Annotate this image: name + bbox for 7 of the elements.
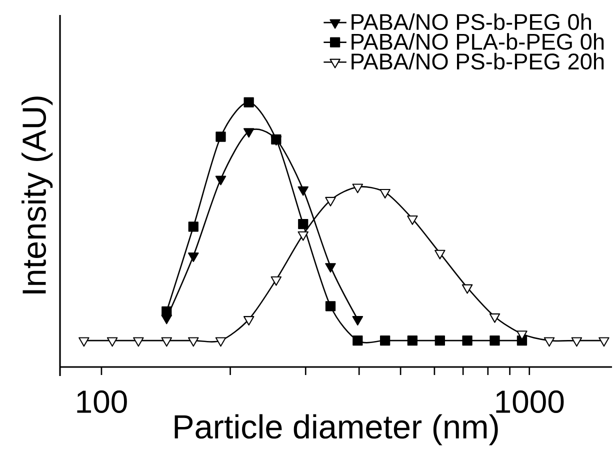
x-tick-label: 100 xyxy=(77,390,127,414)
x-tick-label: 1000 xyxy=(496,390,564,414)
x-axis-title: Particle diameter (nm) xyxy=(174,414,498,446)
y-axis-title: Intensity (AU) xyxy=(22,96,53,294)
legend-label: PABA/NO PLA-b-PEG 0h xyxy=(352,33,604,50)
legend-label: PABA/NO PS-b-PEG 0h xyxy=(352,13,591,30)
legend-label: PABA/NO PS-b-PEG 20h xyxy=(352,52,604,70)
